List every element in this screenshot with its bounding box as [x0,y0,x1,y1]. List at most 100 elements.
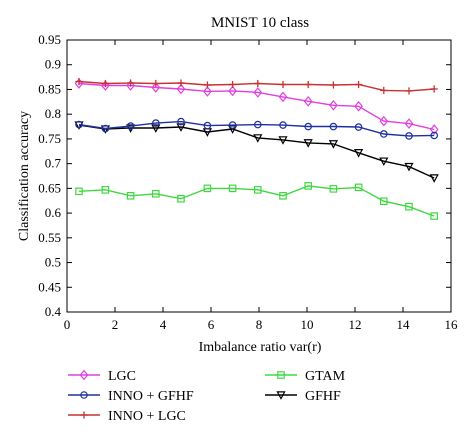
data-point [127,79,135,87]
series-line [78,124,435,179]
data-point [152,79,160,88]
data-point [354,123,363,131]
data-point [329,99,338,111]
data-point [75,77,83,86]
data-point [355,80,363,89]
y-axis-label: Classification accuracy [17,111,32,241]
legend-item: GTAM [265,369,346,384]
data-point [430,212,439,220]
chart-title: MNIST 10 class [211,15,309,31]
data-point [229,80,237,89]
x-tick-label: 16 [445,317,459,332]
y-tick-label: 0.85 [38,81,61,96]
data-point [379,130,388,138]
series-gtam [75,182,439,220]
data-point [203,86,212,97]
x-tick-label: 14 [397,317,411,332]
data-point [253,87,263,98]
y-axis-ticks: 0.4 0.45 0.5 0.55 0.6 0.65 0.7 0.75 0.8 0.85 0.9 0.… [38,32,451,319]
series-line [78,185,435,217]
data-point [329,122,338,131]
data-point [278,136,288,145]
series-gfhf [74,121,439,183]
data-point [254,186,262,194]
data-point [430,131,439,140]
data-point [405,202,413,211]
y-tick-label: 0.45 [38,279,61,294]
data-point [80,391,88,399]
y-tick-label: 0.75 [38,131,61,146]
data-point [404,118,414,129]
data-point [430,85,438,93]
series-lgc [74,78,439,135]
series-inno-gfhf [75,117,439,140]
data-point [354,100,363,112]
data-point [228,121,237,129]
data-point [329,81,337,89]
data-point [380,86,388,95]
data-point [304,80,312,89]
data-point [151,82,161,93]
series-line [78,82,435,131]
data-point [405,87,413,95]
x-tick-label: 12 [349,317,362,332]
x-axis-ticks: 0 2 4 6 8 10 12 14 16 [64,40,458,332]
data-point [429,124,439,135]
y-tick-label: 0.65 [38,180,61,195]
data-point [101,186,110,194]
data-point [380,197,388,206]
data-point [379,157,389,167]
data-point [152,119,160,127]
data-point [177,117,185,126]
data-point [75,187,83,196]
data-point [379,115,389,127]
x-tick-label: 4 [160,317,167,332]
data-point [277,371,285,379]
x-tick-label: 0 [64,317,71,332]
data-point [151,124,161,133]
legend-label: LGC [108,369,136,384]
x-tick-label: 8 [256,317,263,332]
data-point [203,184,212,193]
y-tick-label: 0.55 [38,230,61,245]
data-point [203,121,212,130]
data-point [304,122,313,131]
y-tick-label: 0.5 [45,255,61,270]
data-point [354,183,363,192]
data-point [253,134,263,143]
legend-item: INNO + LGC [68,409,186,424]
data-point [79,369,89,381]
data-point [177,79,185,87]
legend-item: GFHF [265,389,341,404]
data-point [279,80,287,89]
series-inno-lgc [75,77,438,95]
data-point [303,139,313,148]
data-point [152,190,160,198]
legend-label: INNO + GFHF [108,389,194,404]
data-point [279,121,287,129]
data-point [75,120,83,129]
data-point [329,185,338,193]
legend-item: LGC [68,369,136,384]
data-point [126,80,135,91]
series-layer [74,77,439,220]
legend: LGC INNO + GFHF INNO + LGC GTAM GFHF [68,369,346,424]
legend-item: INNO + GFHF [68,389,194,404]
legend-label: INNO + LGC [108,409,186,424]
data-point [176,83,186,95]
y-tick-label: 0.7 [45,156,62,171]
data-point [328,140,339,149]
y-tick-label: 0.9 [45,57,61,72]
y-tick-label: 0.4 [45,304,62,319]
data-point [176,123,186,132]
x-tick-label: 10 [301,317,314,332]
data-point [279,191,287,200]
data-point [228,184,237,193]
data-point [303,95,313,107]
legend-label: GFHF [305,389,341,404]
data-point [276,391,286,400]
data-point [353,149,364,158]
data-point [80,411,88,419]
data-point [227,125,238,134]
